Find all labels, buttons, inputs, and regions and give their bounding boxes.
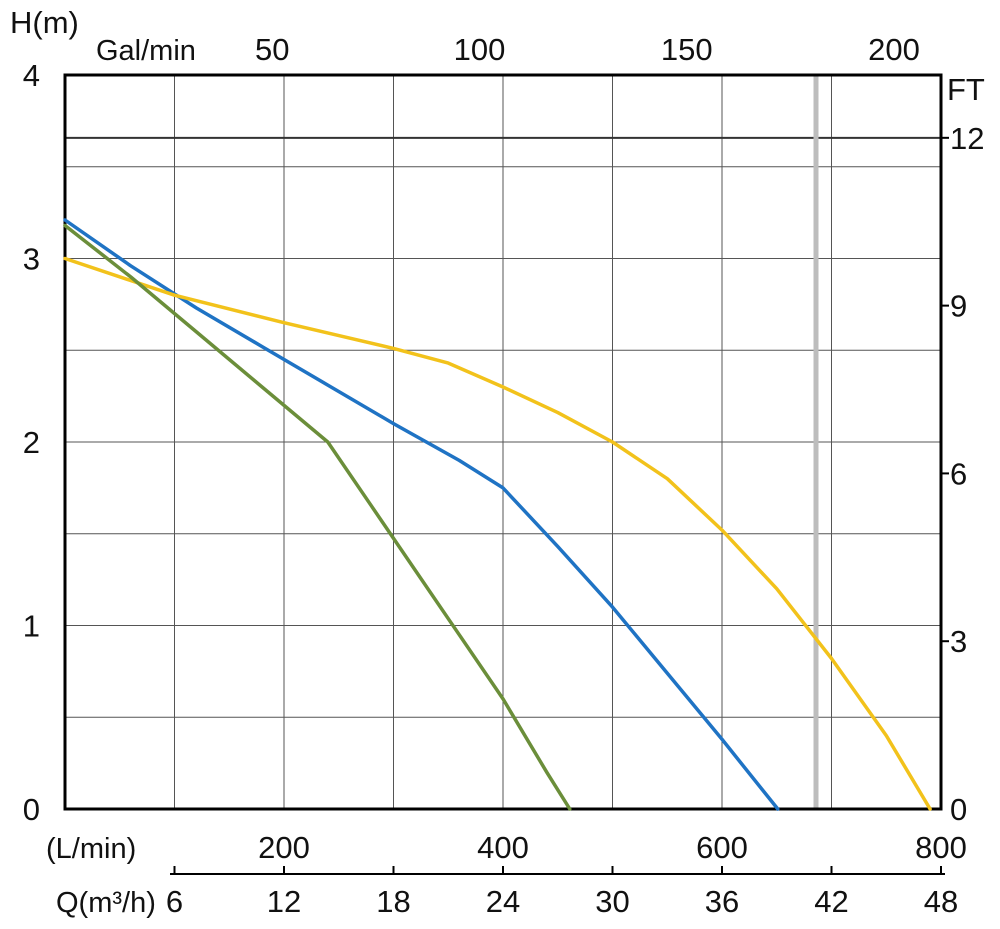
x-second-tick-label: 6 bbox=[166, 884, 183, 919]
tick-marks bbox=[170, 136, 949, 875]
x-second-tick-label: 42 bbox=[814, 884, 848, 919]
performance-curve bbox=[63, 218, 780, 811]
y-left-tick-label: 2 bbox=[23, 425, 40, 460]
grid-lines bbox=[65, 75, 941, 809]
y-left-tick-label: 0 bbox=[23, 792, 40, 827]
x-top-tick-label: 100 bbox=[454, 32, 506, 67]
performance-curve bbox=[63, 223, 572, 811]
x-second-tick-label: 36 bbox=[705, 884, 739, 919]
y-right-tick-label: 6 bbox=[950, 456, 967, 491]
y-right-axis-label: FT bbox=[947, 72, 985, 107]
x-second-tick-label: 48 bbox=[924, 884, 958, 919]
x-top-tick-label: 200 bbox=[868, 32, 920, 67]
x-bottom-tick-label: 200 bbox=[258, 830, 310, 865]
x-second-tick-label: 12 bbox=[267, 884, 301, 919]
performance-curve bbox=[63, 256, 932, 811]
y-right-tick-label: 0 bbox=[950, 792, 967, 827]
y-right-tick-label: 9 bbox=[950, 289, 967, 324]
x-second-tick-label: 18 bbox=[376, 884, 410, 919]
y-right-tick-label: 3 bbox=[950, 624, 967, 659]
x-top-tick-label: 150 bbox=[661, 32, 713, 67]
series-lines bbox=[63, 218, 932, 811]
x-bottom-axis-label: (L/min) bbox=[46, 833, 136, 865]
x-second-tick-label: 30 bbox=[595, 884, 629, 919]
x-top-tick-label: 50 bbox=[255, 32, 289, 67]
x-bottom-tick-label: 800 bbox=[915, 830, 967, 865]
x-second-axis-label: Q(m³/h) bbox=[56, 887, 156, 919]
y-left-tick-label: 3 bbox=[23, 242, 40, 277]
x-bottom-tick-label: 400 bbox=[477, 830, 529, 865]
y-right-tick-label: 12 bbox=[950, 121, 984, 156]
y-left-axis-label: H(m) bbox=[10, 5, 79, 40]
x-second-tick-label: 24 bbox=[486, 884, 520, 919]
y-left-tick-label: 1 bbox=[23, 609, 40, 644]
x-bottom-tick-label: 600 bbox=[696, 830, 748, 865]
plot-frame bbox=[63, 73, 943, 811]
y-left-tick-label: 4 bbox=[23, 58, 40, 93]
x-top-axis-label: Gal/min bbox=[96, 35, 196, 67]
